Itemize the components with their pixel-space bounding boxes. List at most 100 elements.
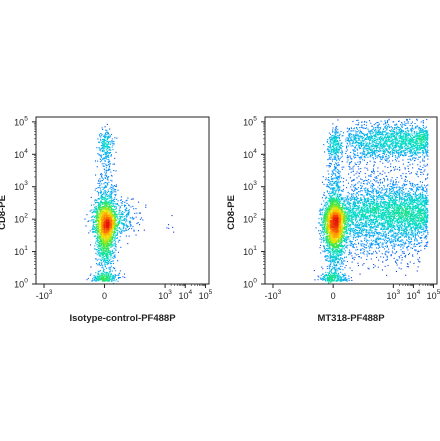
event-dot — [352, 244, 354, 246]
event-dot — [111, 211, 113, 213]
event-dot — [360, 243, 362, 245]
event-dot — [343, 197, 345, 199]
event-dot — [370, 180, 372, 182]
event-dot — [106, 239, 108, 241]
event-dot — [351, 194, 353, 196]
event-dot — [345, 265, 347, 267]
event-dot — [404, 152, 406, 154]
event-dot — [355, 132, 357, 134]
event-dot — [102, 229, 104, 231]
event-dot — [414, 237, 416, 239]
event-dot — [376, 241, 378, 243]
event-dot — [104, 230, 106, 232]
event-dot — [108, 279, 110, 281]
event-dot — [100, 140, 102, 142]
event-dot — [349, 249, 351, 251]
event-dot — [424, 127, 426, 129]
event-dot — [103, 142, 105, 144]
event-dot — [385, 259, 387, 261]
event-dot — [100, 192, 102, 194]
event-dot — [104, 259, 106, 261]
event-dot — [388, 237, 390, 239]
event-dot — [107, 217, 109, 219]
event-dot — [419, 156, 421, 158]
event-dot — [112, 215, 114, 217]
event-dot — [110, 258, 112, 260]
event-dot — [393, 257, 395, 259]
event-dot — [110, 152, 112, 154]
event-dot — [105, 256, 107, 258]
event-dot — [104, 236, 106, 238]
event-dot — [112, 227, 114, 229]
event-dot — [323, 245, 325, 247]
event-dot — [120, 246, 122, 248]
event-dot — [376, 177, 378, 179]
event-dot — [360, 257, 362, 259]
event-dot — [117, 231, 119, 233]
event-dot — [368, 130, 370, 132]
event-dot — [110, 240, 112, 242]
event-dot — [346, 245, 348, 247]
event-dot — [378, 238, 380, 240]
event-dot — [108, 195, 110, 197]
event-dot — [336, 180, 338, 182]
event-dot — [344, 256, 346, 258]
event-dot — [351, 180, 353, 182]
event-dot — [107, 248, 109, 250]
event-dot — [333, 156, 335, 158]
event-dot — [113, 245, 115, 247]
event-dot — [101, 238, 103, 240]
event-dot — [97, 218, 99, 220]
event-dot — [107, 164, 109, 166]
event-dot — [104, 192, 106, 194]
event-dot — [345, 147, 347, 149]
event-dot — [414, 234, 416, 236]
event-dot — [106, 231, 108, 233]
event-dot — [96, 166, 98, 168]
event-dot — [335, 170, 337, 172]
event-dot — [322, 176, 324, 178]
event-dot — [90, 266, 92, 268]
event-dot — [111, 192, 113, 194]
event-dot — [336, 171, 338, 173]
event-dot — [93, 221, 95, 223]
event-dot — [99, 138, 101, 140]
event-dot — [106, 224, 108, 226]
event-dot — [106, 201, 108, 203]
event-dot — [375, 158, 377, 160]
event-dot — [99, 252, 101, 254]
event-dot — [345, 242, 347, 244]
event-dot — [124, 201, 126, 203]
event-dot — [377, 175, 379, 177]
event-dot — [127, 197, 129, 199]
event-dot — [329, 152, 331, 154]
event-dot — [109, 214, 111, 216]
event-dot — [127, 210, 129, 212]
event-dot — [98, 248, 100, 250]
event-dot — [419, 232, 421, 234]
event-dot — [328, 186, 330, 188]
event-dot — [102, 277, 104, 279]
event-dot — [112, 210, 114, 212]
event-dot — [106, 150, 108, 152]
event-dot — [106, 195, 108, 197]
event-dot — [100, 253, 102, 255]
event-dot — [325, 255, 327, 257]
event-dot — [390, 180, 392, 182]
event-dot — [335, 167, 337, 169]
event-dot — [420, 121, 422, 123]
event-dot — [107, 213, 109, 215]
event-dot — [95, 211, 97, 213]
event-dot — [115, 194, 117, 196]
event-dot — [115, 244, 117, 246]
event-dot — [333, 169, 335, 171]
event-dot — [334, 131, 336, 133]
event-dot — [333, 164, 335, 166]
event-dot — [353, 193, 355, 195]
event-dot — [344, 267, 346, 269]
event-dot — [366, 162, 368, 164]
event-dot — [108, 233, 110, 235]
event-dot — [345, 200, 347, 202]
event-dot — [97, 272, 99, 274]
event-dot — [120, 202, 122, 204]
